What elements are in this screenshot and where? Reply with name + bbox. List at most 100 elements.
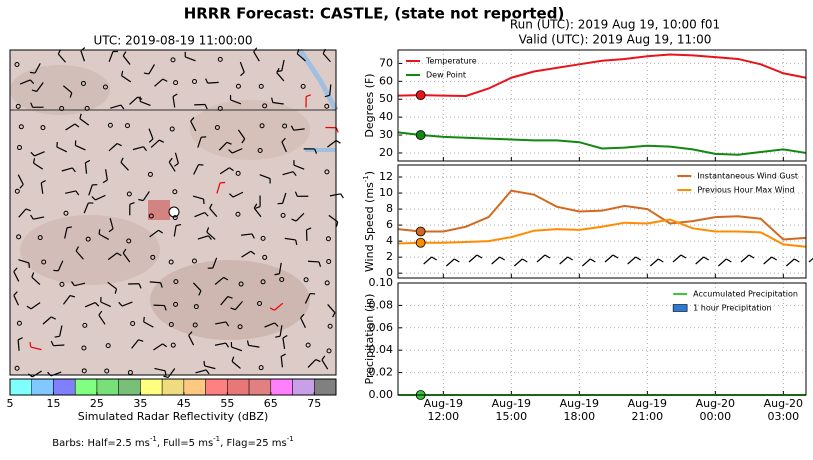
wind-barb bbox=[98, 229, 101, 235]
wind-barb bbox=[205, 78, 209, 84]
series-line bbox=[397, 53, 807, 98]
wind-barb bbox=[42, 316, 52, 325]
wind-barb bbox=[237, 129, 246, 140]
terrain bbox=[150, 260, 310, 340]
calm-barb bbox=[172, 189, 178, 195]
wind-barb bbox=[499, 256, 505, 261]
wind-barb bbox=[476, 254, 483, 259]
calm-barb bbox=[85, 236, 91, 242]
calm-barb bbox=[326, 258, 332, 264]
wind-barb bbox=[703, 256, 709, 261]
wind-barb bbox=[227, 295, 233, 299]
legend-entry: Previous Hour Max Wind bbox=[677, 186, 795, 195]
wind-barb bbox=[209, 207, 218, 217]
wind-barb bbox=[190, 117, 195, 122]
calm-barb bbox=[172, 215, 178, 221]
colorbar-frame bbox=[9, 378, 337, 396]
wind-barb bbox=[230, 99, 242, 105]
wind-barb bbox=[88, 184, 93, 196]
wind-barb bbox=[17, 337, 23, 341]
wind-barb bbox=[251, 233, 255, 239]
text-part: -1 bbox=[213, 435, 220, 443]
wind-barb bbox=[649, 258, 659, 267]
colorbar-box bbox=[53, 378, 76, 396]
colorbar-tick-label: 75 bbox=[307, 397, 321, 410]
calm-barb bbox=[168, 321, 174, 327]
calm-barb bbox=[150, 254, 156, 260]
wind-barb bbox=[162, 78, 168, 82]
wind-barb bbox=[172, 93, 178, 98]
wind-barb bbox=[98, 310, 103, 316]
wind-barb bbox=[203, 360, 206, 367]
wind-barb bbox=[118, 301, 123, 307]
wind-barb bbox=[280, 356, 284, 368]
wind-barb bbox=[110, 104, 122, 109]
calm-barb bbox=[18, 124, 24, 130]
calm-barb bbox=[107, 122, 113, 128]
wind-barb bbox=[590, 258, 596, 263]
calm-barb bbox=[16, 320, 22, 326]
colorbar-tick-label: 45 bbox=[177, 397, 191, 410]
wind-barb bbox=[34, 63, 41, 74]
valid-marker bbox=[415, 130, 426, 140]
wind-barb bbox=[248, 344, 260, 348]
x-tick-label: 00:00 bbox=[699, 410, 731, 423]
colorbar-box bbox=[118, 378, 141, 396]
wind-barb bbox=[13, 295, 20, 306]
y-tick-label: 4 bbox=[386, 234, 393, 247]
wind-barb bbox=[315, 359, 321, 363]
wind-barb bbox=[231, 346, 243, 352]
wind-barb bbox=[154, 367, 166, 372]
wind-barb bbox=[188, 331, 193, 336]
wind-barb bbox=[75, 190, 80, 196]
wind-barb bbox=[269, 307, 275, 311]
wind-barb bbox=[197, 235, 209, 240]
calm-barb bbox=[279, 277, 285, 283]
wind-barb bbox=[695, 256, 705, 265]
wind-barb bbox=[108, 51, 114, 63]
wind-barb bbox=[305, 94, 311, 98]
wind-barb bbox=[79, 118, 90, 126]
wind-barb bbox=[33, 216, 45, 220]
wind-barb bbox=[65, 190, 77, 194]
colorbar-box bbox=[183, 378, 206, 396]
x-tick-label: 18:00 bbox=[563, 410, 595, 423]
map bbox=[10, 47, 344, 378]
wind-barb bbox=[122, 55, 131, 65]
wind-barb bbox=[581, 258, 591, 267]
colorbar-box bbox=[9, 378, 32, 396]
wind-barb bbox=[445, 258, 455, 267]
wind-barb bbox=[274, 322, 279, 327]
calm-barb bbox=[193, 304, 199, 310]
calm-barb bbox=[173, 301, 179, 307]
wind-barb bbox=[214, 276, 224, 285]
wind-barb bbox=[321, 359, 329, 370]
legend-entry: Instantaneous Wind Gust bbox=[677, 172, 798, 181]
wind-barb bbox=[160, 282, 163, 288]
wind-barb bbox=[116, 142, 122, 147]
wind-barb bbox=[275, 335, 281, 338]
calm-barb bbox=[324, 103, 330, 109]
wind-barb bbox=[71, 167, 76, 173]
wind-barb bbox=[300, 313, 305, 319]
wind-barb bbox=[209, 203, 213, 209]
wind-barb bbox=[231, 148, 243, 154]
wind-barb bbox=[273, 302, 284, 311]
wind-barb bbox=[253, 203, 258, 209]
wind-barb bbox=[150, 139, 160, 148]
colorbar-box bbox=[314, 378, 337, 396]
wind-barb bbox=[59, 325, 63, 337]
calm-barb bbox=[148, 213, 154, 219]
wind-barb bbox=[13, 291, 18, 296]
wind-barb bbox=[808, 257, 813, 263]
calm-barb bbox=[235, 83, 241, 89]
wind-barb bbox=[206, 227, 210, 233]
wind-barb bbox=[17, 339, 20, 351]
calm-barb bbox=[41, 259, 47, 265]
wind-barb bbox=[56, 146, 68, 153]
wind-barb bbox=[294, 191, 298, 197]
wind-barb bbox=[131, 339, 139, 349]
wind-barb bbox=[423, 256, 433, 265]
wind-barb bbox=[74, 282, 86, 287]
